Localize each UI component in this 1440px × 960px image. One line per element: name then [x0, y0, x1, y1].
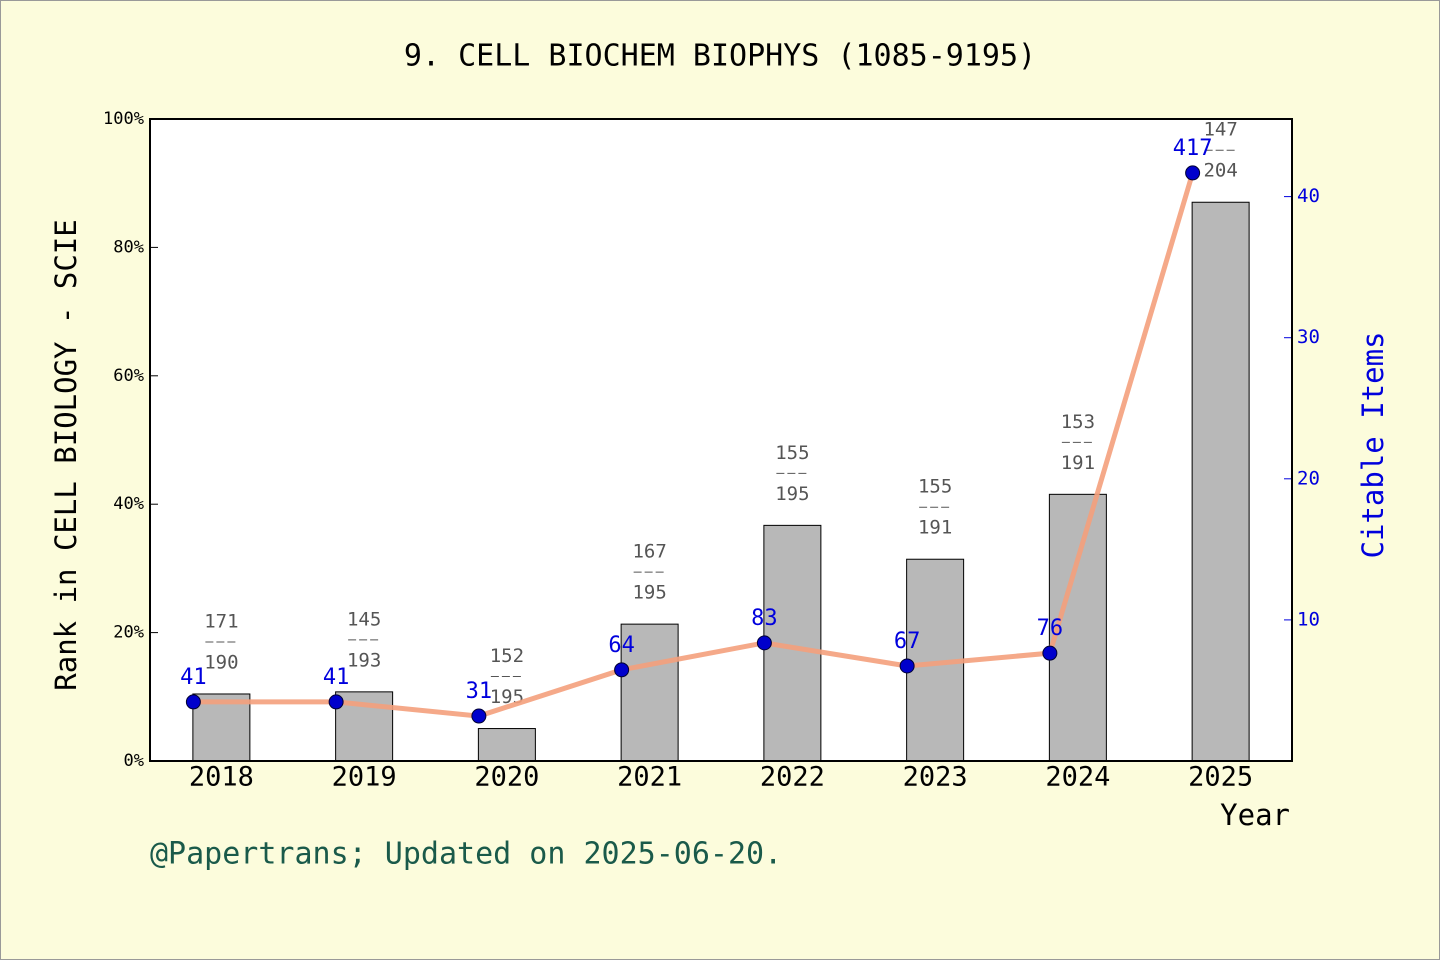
y-tick-label: 80% [113, 237, 144, 257]
y-tick-label: 60% [113, 366, 144, 386]
point-label: 76 [1037, 616, 1064, 641]
chart-title: 9. CELL BIOCHEM BIOPHYS (1085-9195) [404, 39, 1036, 74]
rank-label: 155 [775, 442, 809, 464]
plot-frame [149, 118, 1293, 762]
rank-total: 204 [1203, 160, 1237, 182]
point [614, 662, 630, 678]
x-axis-title: Year [1220, 798, 1290, 832]
x-tick-label: 2018 [189, 762, 254, 793]
y2-tick-label: 40 [1297, 185, 1320, 207]
point [1185, 165, 1201, 181]
footer: @Papertrans; Updated on 2025-06-20. [150, 837, 782, 872]
rank-total: 195 [632, 582, 666, 604]
x-tick-label: 2025 [1188, 762, 1253, 793]
point-label: 41 [180, 665, 207, 690]
rank-label: 147 [1203, 119, 1237, 141]
y-tick-label: 20% [113, 623, 144, 643]
y2-tick-label: 20 [1297, 467, 1320, 489]
rank-label: 167 [632, 541, 666, 563]
point-label: 64 [608, 633, 635, 658]
point-label: 41 [323, 665, 350, 690]
y-axis-title: Rank in CELL BIOLOGY - SCIE [49, 219, 83, 690]
point-label: 83 [751, 606, 778, 631]
rank-total: 195 [775, 483, 809, 505]
plot-area [150, 119, 1292, 761]
y2-axis-title: Citable Items [1356, 332, 1390, 559]
rank-total: 191 [1061, 452, 1095, 474]
rank-label: 152 [490, 645, 524, 667]
x-tick-label: 2024 [1045, 762, 1110, 793]
x-tick-label: 2020 [474, 762, 539, 793]
bar [620, 623, 679, 762]
rank-total: 191 [918, 517, 952, 539]
y2-tick-label: 10 [1297, 608, 1320, 630]
rank-label: 171 [204, 610, 238, 632]
y-tick-label: 40% [113, 494, 144, 514]
rank-total: 190 [204, 651, 238, 673]
rank-label: 145 [347, 608, 381, 630]
point [328, 694, 344, 710]
x-tick-label: 2019 [332, 762, 397, 793]
point [471, 708, 487, 724]
point-label: 67 [894, 629, 921, 654]
y2-tick-label: 30 [1297, 326, 1320, 348]
y-tick-label: 100% [103, 109, 144, 129]
rank-label: 155 [918, 476, 952, 498]
bar [192, 693, 251, 762]
x-tick-label: 2022 [760, 762, 825, 793]
rank-total: 193 [347, 649, 381, 671]
bar [1048, 493, 1107, 762]
bar [1191, 201, 1250, 762]
point [1042, 645, 1058, 661]
rank-label: 153 [1061, 411, 1095, 433]
x-tick-label: 2023 [903, 762, 968, 793]
y-tick-label: 0% [124, 751, 144, 771]
line [193, 172, 1196, 719]
point-label: 417 [1173, 136, 1213, 161]
point [756, 635, 772, 651]
point-label: 31 [466, 679, 493, 704]
x-tick-label: 2021 [617, 762, 682, 793]
bar [477, 728, 536, 762]
point [185, 694, 201, 710]
point [899, 658, 915, 674]
